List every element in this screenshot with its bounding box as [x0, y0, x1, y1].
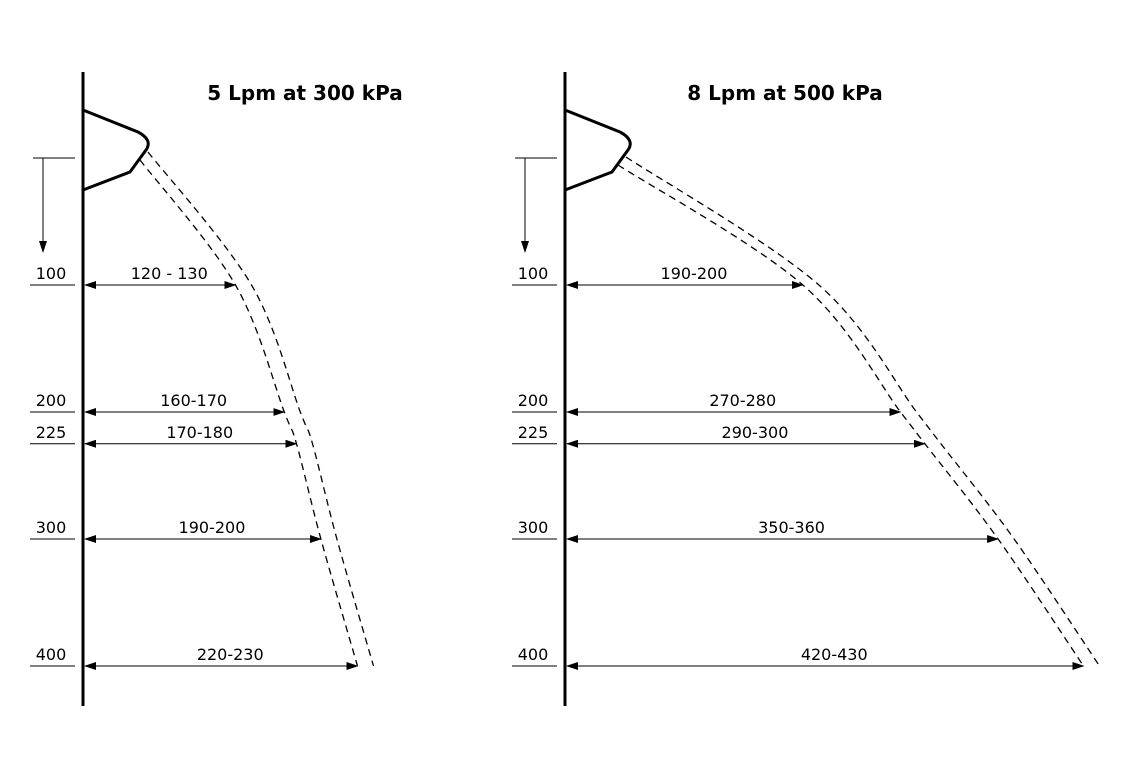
measurement-row: 225 170-180: [30, 423, 298, 448]
depth-label: 225: [36, 423, 67, 442]
depth-label: 400: [36, 645, 67, 664]
depth-label: 400: [518, 645, 549, 664]
spray-inner-edge: [617, 164, 1085, 667]
depth-label: 300: [518, 518, 549, 537]
measurement-row: 300 190-200: [30, 518, 322, 543]
depth-label: 225: [518, 423, 549, 442]
depth-label: 200: [36, 391, 67, 410]
depth-label: 200: [518, 391, 549, 410]
width-label: 350-360: [758, 518, 825, 537]
measurement-row: 100 120 - 130: [30, 264, 237, 289]
panel-title: 5 Lpm at 300 kPa: [207, 81, 402, 105]
width-label: 420-430: [801, 645, 868, 664]
measurement-row: 400 420-430: [512, 645, 1085, 670]
width-label: 190-200: [661, 264, 728, 283]
spray-outer-edge: [625, 156, 1101, 667]
measurement-row: 225 290-300: [512, 423, 926, 448]
measurement-row: 100 190-200: [512, 264, 804, 289]
depth-label: 300: [36, 518, 67, 537]
depth-label: 100: [518, 264, 549, 283]
width-label: 160-170: [160, 391, 227, 410]
measurement-row: 300 350-360: [512, 518, 1000, 543]
width-label: 290-300: [722, 423, 789, 442]
panel-title: 8 Lpm at 500 kPa: [687, 81, 882, 105]
measurement-row: 400 220-230: [30, 645, 359, 670]
measurement-row: 200 270-280: [512, 391, 902, 416]
depth-label: 100: [36, 264, 67, 283]
panel-8lpm: 8 Lpm at 500 kPa 100 190-200 200 270-280 225…: [512, 72, 1101, 706]
width-label: 170-180: [166, 423, 233, 442]
width-label: 220-230: [197, 645, 264, 664]
nozzle-icon: [82, 108, 150, 192]
spray-outer-edge: [147, 151, 375, 667]
width-label: 270-280: [709, 391, 776, 410]
width-label: 190-200: [179, 518, 246, 537]
nozzle-icon: [564, 108, 632, 192]
spray-inner-edge: [139, 159, 359, 667]
measurement-row: 200 160-170: [30, 391, 286, 416]
width-label: 120 - 130: [131, 264, 208, 283]
